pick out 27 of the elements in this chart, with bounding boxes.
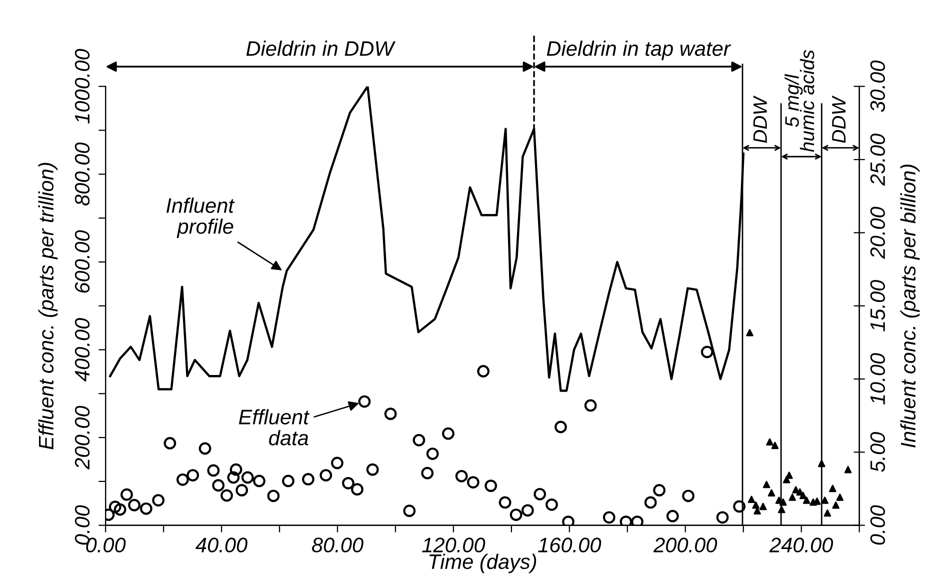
y-tick-label: 400.00 bbox=[74, 318, 90, 382]
y2-tick-label: 10.00 bbox=[870, 353, 886, 405]
x-tick-label: 80.00 bbox=[312, 538, 364, 552]
y2-axis-title: Influent conc. (parts per billion) bbox=[900, 164, 920, 448]
x-axis-title: Time (days) bbox=[429, 554, 536, 574]
annotation: Influent profile bbox=[166, 198, 235, 238]
x-tick-label: 240.00 bbox=[769, 538, 834, 552]
annotation: DDW bbox=[832, 95, 846, 143]
y2-tick-label: 15.00 bbox=[870, 280, 886, 332]
y-axis-title: Effluent conc. (parts per trillion) bbox=[38, 162, 58, 450]
x-tick-label: 40.00 bbox=[196, 538, 248, 552]
y2-tick-label: 20.00 bbox=[870, 206, 886, 259]
annotation: Effluent data bbox=[238, 409, 310, 446]
y-tick-label: 600.00 bbox=[74, 230, 90, 293]
y2-tick-label: 30.00 bbox=[870, 60, 886, 112]
x-tick-label: 160.00 bbox=[538, 538, 602, 552]
text: Dieldrin in DDW bbox=[246, 40, 396, 56]
y-tick-label: 200.00 bbox=[74, 406, 90, 470]
y2-tick-label: 5.00 bbox=[870, 432, 886, 472]
y-tick-label: 1000.00 bbox=[74, 48, 90, 124]
x-tick-label: 120.00 bbox=[422, 538, 486, 552]
annotation: 5 mg/l humic acids bbox=[784, 50, 814, 152]
x-tick-label: 200.00 bbox=[653, 538, 718, 552]
y-tick-label: 800.00 bbox=[74, 142, 90, 206]
y2-tick-label: 25.00 bbox=[870, 134, 886, 186]
annotation: DDW bbox=[753, 95, 767, 143]
text: Dieldrin in tap water bbox=[546, 40, 732, 60]
